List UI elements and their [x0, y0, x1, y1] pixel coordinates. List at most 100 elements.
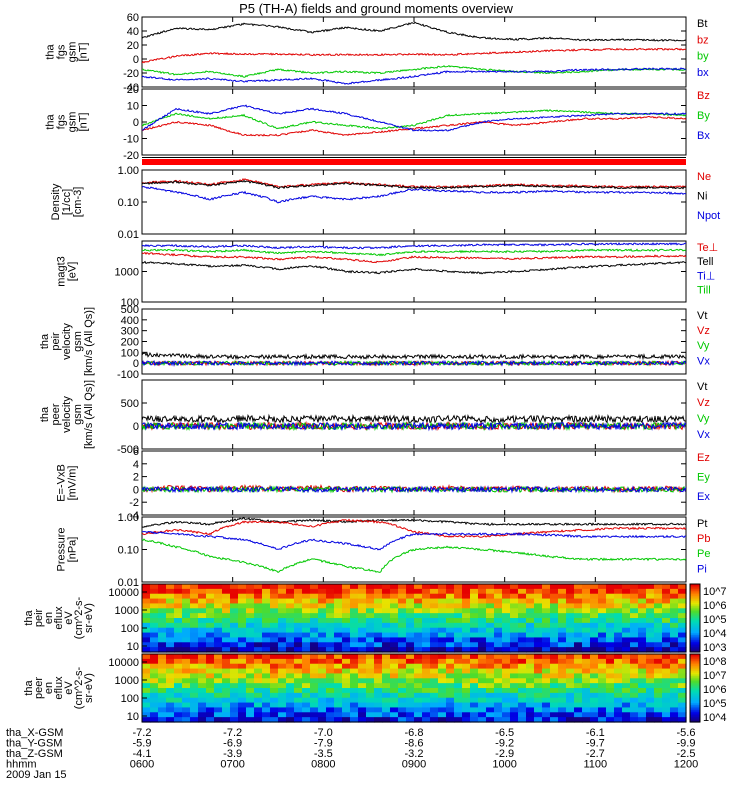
spectrogram-cell	[310, 692, 319, 699]
spectrogram-cell	[206, 707, 215, 713]
spectrogram-cell	[438, 642, 447, 648]
spectrogram-cell	[494, 608, 503, 614]
colorbar-cell	[690, 623, 700, 626]
spectrogram-cell	[398, 712, 407, 718]
spectrogram-cell	[630, 673, 639, 679]
spectrogram-cell	[230, 584, 239, 590]
colorbar-cell	[690, 706, 700, 709]
spectrogram-cell	[382, 618, 391, 624]
spectrogram-cell	[382, 622, 391, 629]
spectrogram-cell	[342, 647, 351, 653]
spectrogram-cell	[486, 678, 495, 684]
spectrogram-cell	[166, 608, 175, 614]
spectrogram-cell	[318, 717, 327, 723]
spectrogram-cell	[526, 673, 535, 679]
spectrogram-cell	[166, 627, 175, 634]
spectrogram-cell	[294, 642, 303, 648]
spectrogram-cell	[318, 678, 327, 684]
spectrogram-cell	[382, 593, 391, 600]
spectrogram-cell	[174, 663, 183, 670]
spectrogram-cell	[334, 692, 343, 699]
spectrogram-cell	[574, 598, 583, 605]
spectrogram-cell	[302, 678, 311, 684]
spectrogram-cell	[678, 683, 687, 689]
spectrogram-cell	[382, 584, 391, 590]
spectrogram-cell	[222, 642, 231, 648]
spectrogram-cell	[598, 702, 607, 709]
spectrogram-cell	[558, 683, 567, 689]
spectrogram-cell	[614, 702, 623, 709]
spectrogram-cell	[374, 673, 383, 679]
spectrogram-cell	[358, 707, 367, 713]
spectrogram-cell	[318, 632, 327, 639]
spectrogram-cell	[414, 658, 423, 665]
ephemeris-value: -9.7	[586, 738, 605, 750]
colorbar-tick-label: 10^5	[703, 614, 727, 626]
spectrogram-cell	[142, 683, 151, 689]
spectrogram-cell	[174, 717, 183, 723]
spectrogram-cell	[374, 598, 383, 605]
spectrogram-cell	[406, 647, 415, 653]
spectrogram-cell	[254, 603, 263, 609]
spectrogram-cell	[510, 678, 519, 684]
spectrogram-cell	[182, 588, 191, 595]
colorbar-cell	[690, 696, 700, 699]
y-axis-label-line: [mV/m]	[67, 466, 79, 501]
spectrogram-cell	[390, 647, 399, 653]
y-tick-label: 0	[133, 358, 139, 370]
spectrogram-cell	[238, 613, 247, 619]
spectrogram-cell	[622, 593, 631, 600]
y-tick-label: 10000	[108, 587, 139, 599]
spectrogram-cell	[478, 598, 487, 605]
spectrogram-cell	[246, 668, 255, 675]
y-tick-label: -20	[123, 68, 139, 80]
spectrogram-cell	[470, 637, 479, 643]
spectrogram-cell	[646, 658, 655, 665]
y-axis-label-line: [km/s (All Qs)]	[83, 380, 95, 449]
spectrogram-cell	[518, 712, 527, 718]
spectrogram-cell	[542, 692, 551, 699]
colorbar-cell	[690, 646, 700, 650]
spectrogram-cell	[334, 658, 343, 665]
spectrogram-cell	[182, 642, 191, 648]
spectrogram-cell	[398, 707, 407, 713]
spectrogram-cell	[550, 627, 559, 634]
spectrogram-cell	[486, 702, 495, 709]
spectrogram-cell	[446, 647, 455, 653]
spectrogram-cell	[598, 603, 607, 609]
colorbar-cell	[690, 681, 700, 684]
spectrogram-cell	[638, 584, 647, 590]
spectrogram-cell	[518, 673, 527, 679]
spectrogram-cell	[526, 678, 535, 684]
spectrogram-cell	[654, 658, 663, 665]
spectrogram-cell	[294, 622, 303, 629]
spectrogram-cell	[214, 622, 223, 629]
spectrogram-cell	[318, 603, 327, 609]
spectrogram-cell	[326, 598, 335, 605]
spectrogram-cell	[614, 647, 623, 653]
spectrogram-cell	[318, 642, 327, 648]
spectrogram-cell	[654, 663, 663, 670]
spectrogram-cell	[550, 692, 559, 699]
spectrogram-cell	[206, 702, 215, 709]
spectrogram-cell	[166, 663, 175, 670]
spectrogram-cell	[566, 647, 575, 653]
colorbar-cell	[690, 599, 700, 602]
spectrogram-cell	[654, 618, 663, 624]
y-tick-label: 100	[121, 623, 139, 635]
colorbar-tick-label: 10^7	[703, 670, 727, 682]
spectrogram-cell	[470, 712, 479, 718]
spectrogram-cell	[174, 678, 183, 684]
y-axis-label: thafgsgsm[nT]	[45, 42, 90, 63]
spectrogram-cell	[382, 608, 391, 614]
spectrogram-cell	[390, 608, 399, 614]
spectrogram-cell	[462, 584, 471, 590]
spectrogram-cell	[302, 618, 311, 624]
spectrogram-cell	[278, 618, 287, 624]
spectrogram-cell	[302, 593, 311, 600]
spectrogram-cell	[326, 712, 335, 718]
spectrogram-cell	[446, 637, 455, 643]
spectrogram-cell	[206, 613, 215, 619]
spectrogram-cell	[270, 618, 279, 624]
spectrogram-cell	[630, 663, 639, 670]
